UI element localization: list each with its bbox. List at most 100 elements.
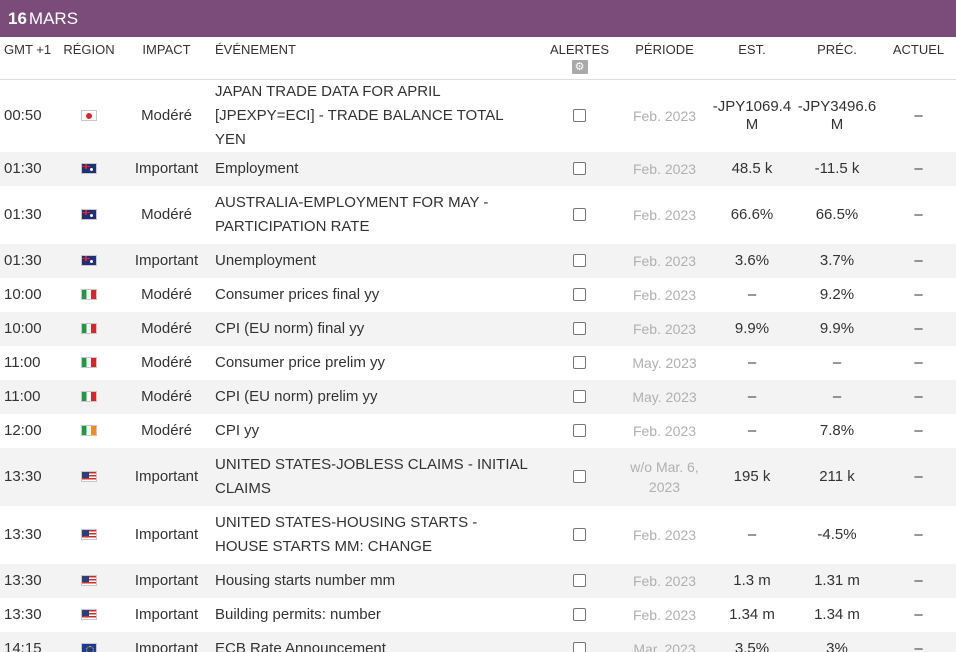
row-region xyxy=(56,631,122,652)
alert-checkbox[interactable] xyxy=(573,390,586,404)
col-header-impact[interactable]: IMPACT xyxy=(122,37,211,80)
row-time: 13:30 xyxy=(4,605,42,623)
row-event[interactable]: UNITED STATES-JOBLESS CLAIMS - INITIAL C… xyxy=(211,447,541,506)
alert-checkbox[interactable] xyxy=(573,356,586,370)
row-impact: Modéré xyxy=(141,421,192,439)
row-region xyxy=(56,506,122,564)
table-row[interactable]: 01:30 Modéré AUSTRALIA-EMPLOYMENT FOR MAY … xyxy=(0,186,956,244)
alert-checkbox[interactable] xyxy=(573,109,586,123)
row-event[interactable]: AUSTRALIA-EMPLOYMENT FOR MAY - PARTICIPA… xyxy=(215,193,489,235)
row-event[interactable]: Housing starts number mm xyxy=(211,563,541,598)
table-row[interactable]: 11:00 Modéré Consumer price prelim yy May. … xyxy=(0,346,956,380)
row-region xyxy=(56,563,122,598)
col-header-gmt[interactable]: GMT +1 xyxy=(0,37,56,80)
alert-checkbox[interactable] xyxy=(573,322,586,336)
alert-checkbox[interactable] xyxy=(573,208,586,222)
usa-flag-icon xyxy=(81,575,97,587)
row-actual: – xyxy=(881,311,956,346)
row-region xyxy=(56,346,122,380)
row-actual: – xyxy=(914,205,923,223)
col-header-alerts-label: ALERTES xyxy=(549,42,609,57)
row-est: 3.5% xyxy=(711,631,793,652)
row-region xyxy=(56,598,122,632)
row-time: 12:00 xyxy=(4,421,42,439)
alert-checkbox[interactable] xyxy=(573,288,586,302)
table-row[interactable]: 01:30 Important Unemployment Feb. 2023 3.6% 3… xyxy=(0,243,956,278)
row-event[interactable]: Consumer prices final yy xyxy=(215,285,380,303)
table-row[interactable]: 14:15 Important ECB Rate Announcement Mar. … xyxy=(0,631,956,652)
row-prev: – xyxy=(832,353,842,371)
row-actual: – xyxy=(881,563,956,598)
ireland-flag-icon xyxy=(81,425,97,437)
row-impact: Important xyxy=(122,631,211,652)
row-alert xyxy=(541,563,618,598)
row-alert xyxy=(541,278,618,312)
table-row[interactable]: 13:30 Important Building permits: number Fe… xyxy=(0,598,956,632)
alert-checkbox[interactable] xyxy=(573,528,586,542)
col-header-event[interactable]: ÉVÉNEMENT xyxy=(211,37,541,80)
row-prev: -11.5 k xyxy=(793,151,881,186)
table-row[interactable]: 11:00 Modéré CPI (EU norm) prelim yy May. 2… xyxy=(0,379,956,414)
row-event[interactable]: UNITED STATES-HOUSING STARTS - HOUSE STA… xyxy=(215,513,478,555)
row-event[interactable]: Unemployment xyxy=(211,243,541,278)
row-impact: Important xyxy=(134,525,199,543)
row-prev: 3.7% xyxy=(793,243,881,278)
row-period: May. 2023 xyxy=(632,354,697,371)
row-actual: – xyxy=(881,631,956,652)
row-prev: 3% xyxy=(793,631,881,652)
row-est: – xyxy=(747,353,757,371)
row-prev: 1.34 m xyxy=(814,605,860,623)
alert-checkbox[interactable] xyxy=(573,574,586,588)
table-row[interactable]: 00:50 Modéré JAPAN TRADE DATA FOR APRIL [J… xyxy=(0,79,956,152)
table-row[interactable]: 10:00 Modéré CPI (EU norm) final yy Feb. 20… xyxy=(0,311,956,346)
row-period: Feb. 2023 xyxy=(618,151,711,186)
row-period: w/o Mar. 6, 2023 xyxy=(618,447,711,506)
gear-icon[interactable]: ⚙ xyxy=(571,60,588,74)
row-event[interactable]: CPI yy xyxy=(215,421,260,439)
row-time: 13:30 xyxy=(4,525,42,543)
row-period: Feb. 2023 xyxy=(632,606,697,623)
alert-checkbox[interactable] xyxy=(573,162,586,176)
row-impact: Important xyxy=(122,243,211,278)
row-event[interactable]: ECB Rate Announcement xyxy=(211,631,541,652)
row-event[interactable]: JAPAN TRADE DATA FOR APRIL [JPEXPY=ECI] … xyxy=(215,82,504,148)
row-prev: 66.5% xyxy=(815,205,859,223)
table-row[interactable]: 10:00 Modéré Consumer prices final yy Feb. … xyxy=(0,278,956,312)
usa-flag-icon xyxy=(81,529,97,541)
row-event[interactable]: Building permits: number xyxy=(215,605,381,623)
row-period: Feb. 2023 xyxy=(632,107,697,124)
alert-checkbox[interactable] xyxy=(573,254,586,268)
row-event[interactable]: Employment xyxy=(211,151,541,186)
row-event[interactable]: Consumer price prelim yy xyxy=(215,353,386,371)
table-row[interactable]: 12:00 Modéré CPI yy Feb. 2023 – 7.8% – xyxy=(0,414,956,448)
col-header-actual[interactable]: ACTUEL xyxy=(881,37,956,80)
table-row[interactable]: 13:30 Important UNITED STATES-HOUSING STAR… xyxy=(0,506,956,564)
alert-checkbox[interactable] xyxy=(573,470,586,484)
row-region xyxy=(56,243,122,278)
usa-flag-icon xyxy=(81,609,97,621)
row-est: 48.5 k xyxy=(711,151,793,186)
row-event[interactable]: CPI (EU norm) final yy xyxy=(211,311,541,346)
row-alert xyxy=(541,151,618,186)
alert-checkbox[interactable] xyxy=(573,642,586,652)
row-period: Mar. 2023 xyxy=(618,631,711,652)
col-header-period[interactable]: PÉRIODE xyxy=(618,37,711,80)
col-header-prev[interactable]: PRÉC. xyxy=(793,37,881,80)
row-est: – xyxy=(747,421,757,439)
row-period: Feb. 2023 xyxy=(618,563,711,598)
alert-checkbox[interactable] xyxy=(573,608,586,622)
table-row[interactable]: 13:30 Important UNITED STATES-JOBLESS CLAI… xyxy=(0,447,956,506)
italy-flag-icon xyxy=(81,391,97,403)
row-period: Feb. 2023 xyxy=(632,422,697,439)
row-event[interactable]: CPI (EU norm) prelim yy xyxy=(211,379,541,414)
row-time: 11:00 xyxy=(4,353,41,371)
row-actual: – xyxy=(881,379,956,414)
table-row[interactable]: 01:30 Important Employment Feb. 2023 48.5 k-… xyxy=(0,151,956,186)
col-header-est[interactable]: EST. xyxy=(711,37,793,80)
alert-checkbox[interactable] xyxy=(573,424,586,438)
row-period: Feb. 2023 xyxy=(632,206,697,223)
col-header-region[interactable]: RÉGION xyxy=(56,37,122,80)
row-impact: Modéré xyxy=(122,379,211,414)
row-region xyxy=(56,278,122,312)
table-row[interactable]: 13:30 Important Housing starts number mm Fe… xyxy=(0,563,956,598)
